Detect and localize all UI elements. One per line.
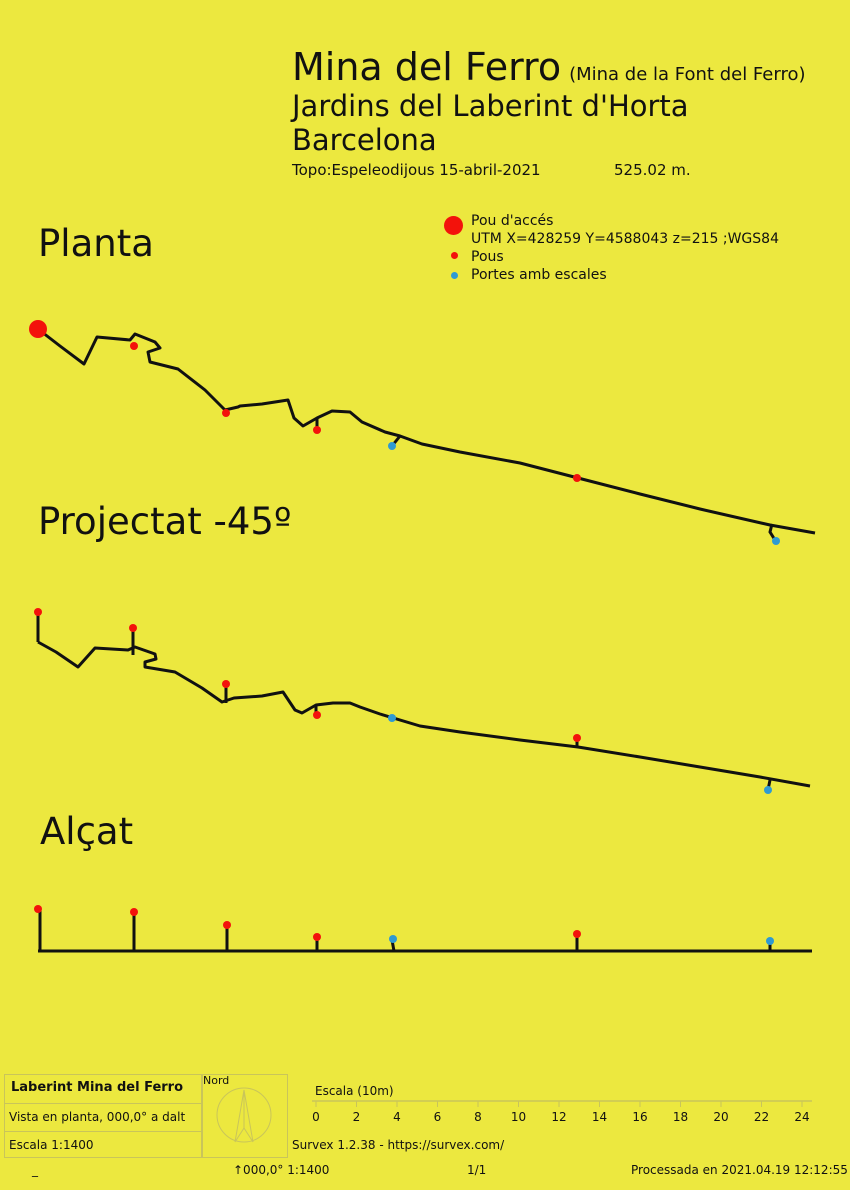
plan-shaft [313,426,321,434]
elevation-door [766,937,774,945]
bottom-orientation: ↑000,0° 1:1400 [233,1163,330,1177]
scale-tick-label: 22 [753,1110,770,1124]
footer-survey-name: Laberint Mina del Ferro [11,1080,184,1095]
footer-info-box [4,1074,202,1158]
plan-shaft [130,342,138,350]
plan-view [29,320,816,545]
projected-view [34,608,811,794]
projected-passage [37,640,811,788]
legend-portes-marker [451,272,458,279]
scale-tick-label: 6 [433,1110,442,1124]
survey-length: 525.02 m. [614,161,691,179]
elevation-shaft [223,921,231,929]
footer-view: Vista en planta, 000,0° a dalt [9,1110,186,1124]
scale-tick-label: 12 [551,1110,567,1124]
legend-access-label: Pou d'accés [471,213,554,229]
scale-tick-label: 10 [510,1110,527,1124]
footer-divider [4,1103,202,1104]
footer-software: Survex 1.2.38 - https://survex.com/ [292,1138,505,1152]
plan-access-shaft [29,320,47,338]
section-title-elevation: Alçat [40,810,134,853]
scale-tick-label: 8 [474,1110,482,1124]
title-alternate: (Mina de la Font del Ferro) [569,64,806,85]
projected-shaft [34,608,42,616]
survey-city: Barcelona [292,123,437,157]
plan-door [388,442,396,450]
projected-shaft [222,680,230,688]
elevation-view [34,905,812,953]
elevation-shaft [573,930,581,938]
projected-shaft [313,711,321,719]
projected-door [764,786,772,794]
plan-shaft [573,474,581,482]
legend-pous-marker [451,252,458,259]
scale-tick-label: 14 [591,1110,608,1124]
footer-north-box [202,1074,288,1158]
scale-tick-label: 24 [794,1110,810,1124]
footer-scale: Escala 1:1400 [9,1138,94,1152]
bottom-page-number: 1/1 [467,1163,487,1177]
scale-tick-label: 18 [672,1110,689,1124]
legend-utm-label: UTM X=428259 Y=4588043 z=215 ;WGS84 [471,231,779,247]
legend-pous-label: Pous [471,249,504,265]
scale-tick-label: 4 [393,1110,401,1124]
plan-passage [37,327,816,535]
legend-access-marker [444,216,463,235]
scale-bar-label: Escala (10m) [315,1084,394,1098]
section-title-projected: Projectat -45º [38,500,292,543]
projected-door [388,714,396,722]
survey-title: Mina del Ferro (Mina de la Font del Ferro… [292,44,805,98]
section-title-plan: Planta [38,222,154,265]
bottom-processed-date: Processada en 2021.04.19 12:12:55 [631,1163,848,1177]
title-name: Mina del Ferro [292,45,562,89]
scale-tick-label: 16 [632,1110,648,1124]
projected-shaft [573,734,581,742]
bottom-left-mark: _ [32,1163,38,1177]
elevation-shaft [34,905,42,913]
survey-subtitle: Jardins del Laberint d'Horta [292,89,689,123]
scale-bar [312,1100,812,1107]
scale-tick-label: 20 [713,1110,729,1124]
north-arrow-icon [216,1087,272,1143]
scale-tick-label: 0 [312,1110,320,1124]
elevation-shaft [130,908,138,916]
legend-portes-label: Portes amb escales [471,267,607,283]
scale-tick-label: 2 [352,1110,361,1124]
footer-north-label: Nord [203,1074,230,1087]
plan-spur [768,523,777,541]
elevation-shaft [313,933,321,941]
plan-shaft [222,409,230,417]
survey-credits: Topo:Espeleodijous 15-abril-2021 [292,161,541,179]
plan-door [772,537,780,545]
projected-shaft [129,624,137,632]
elevation-door [389,935,397,943]
footer-divider [4,1131,202,1132]
